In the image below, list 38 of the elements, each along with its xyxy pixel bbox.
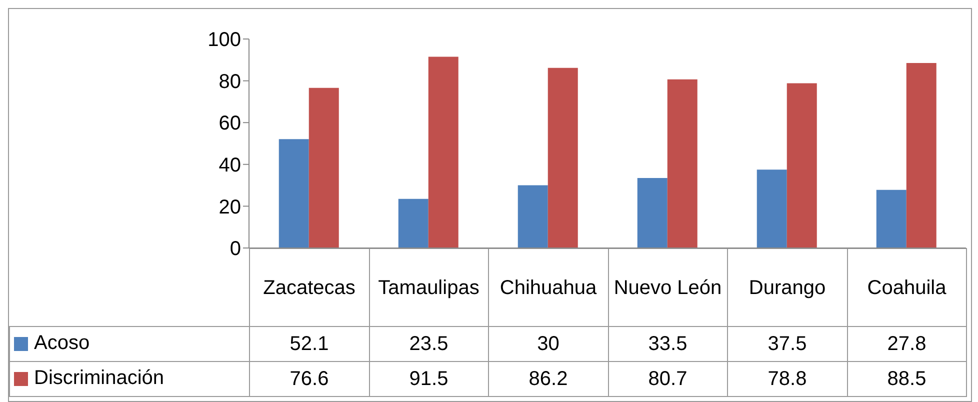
bar bbox=[398, 198, 428, 248]
legend-label: Discriminación bbox=[34, 368, 164, 390]
data-label: 37.5 bbox=[728, 326, 847, 362]
bar bbox=[906, 63, 936, 248]
data-label: 86.2 bbox=[488, 362, 608, 396]
bar bbox=[278, 139, 309, 248]
bar bbox=[876, 190, 906, 248]
data-label: 76.6 bbox=[250, 362, 369, 396]
bar bbox=[667, 79, 698, 248]
x-tick-label: Nuevo León bbox=[608, 248, 728, 326]
data-label: 78.8 bbox=[728, 362, 847, 396]
x-tick-label: Coahuila bbox=[847, 248, 966, 326]
data-label: 30 bbox=[488, 326, 608, 362]
x-tick-label: Chihuahua bbox=[488, 248, 608, 326]
bar bbox=[518, 185, 548, 248]
bar bbox=[756, 170, 787, 248]
bar bbox=[308, 88, 339, 248]
x-tick-label: Durango bbox=[728, 248, 847, 326]
y-tick-label: 40 bbox=[218, 154, 241, 176]
data-label: 88.5 bbox=[847, 362, 966, 396]
x-tick-label: Zacatecas bbox=[250, 248, 369, 326]
y-tick-label: 20 bbox=[218, 196, 241, 218]
y-tick-label: 100 bbox=[208, 29, 241, 52]
data-label: 80.7 bbox=[608, 362, 728, 396]
data-label: 33.5 bbox=[608, 326, 728, 362]
bar bbox=[428, 56, 458, 248]
bar bbox=[637, 178, 668, 248]
bar bbox=[786, 83, 817, 248]
data-label: 23.5 bbox=[369, 326, 488, 362]
legend-label: Acoso bbox=[34, 332, 90, 355]
data-label: 91.5 bbox=[369, 362, 488, 396]
bar bbox=[548, 68, 578, 248]
y-tick-label: 80 bbox=[218, 70, 241, 93]
x-tick-label: Tamaulipas bbox=[369, 248, 488, 326]
y-tick-label: 0 bbox=[230, 238, 241, 260]
y-tick-label: 60 bbox=[218, 112, 241, 135]
data-label: 52.1 bbox=[250, 326, 369, 362]
data-label: 27.8 bbox=[847, 326, 966, 362]
